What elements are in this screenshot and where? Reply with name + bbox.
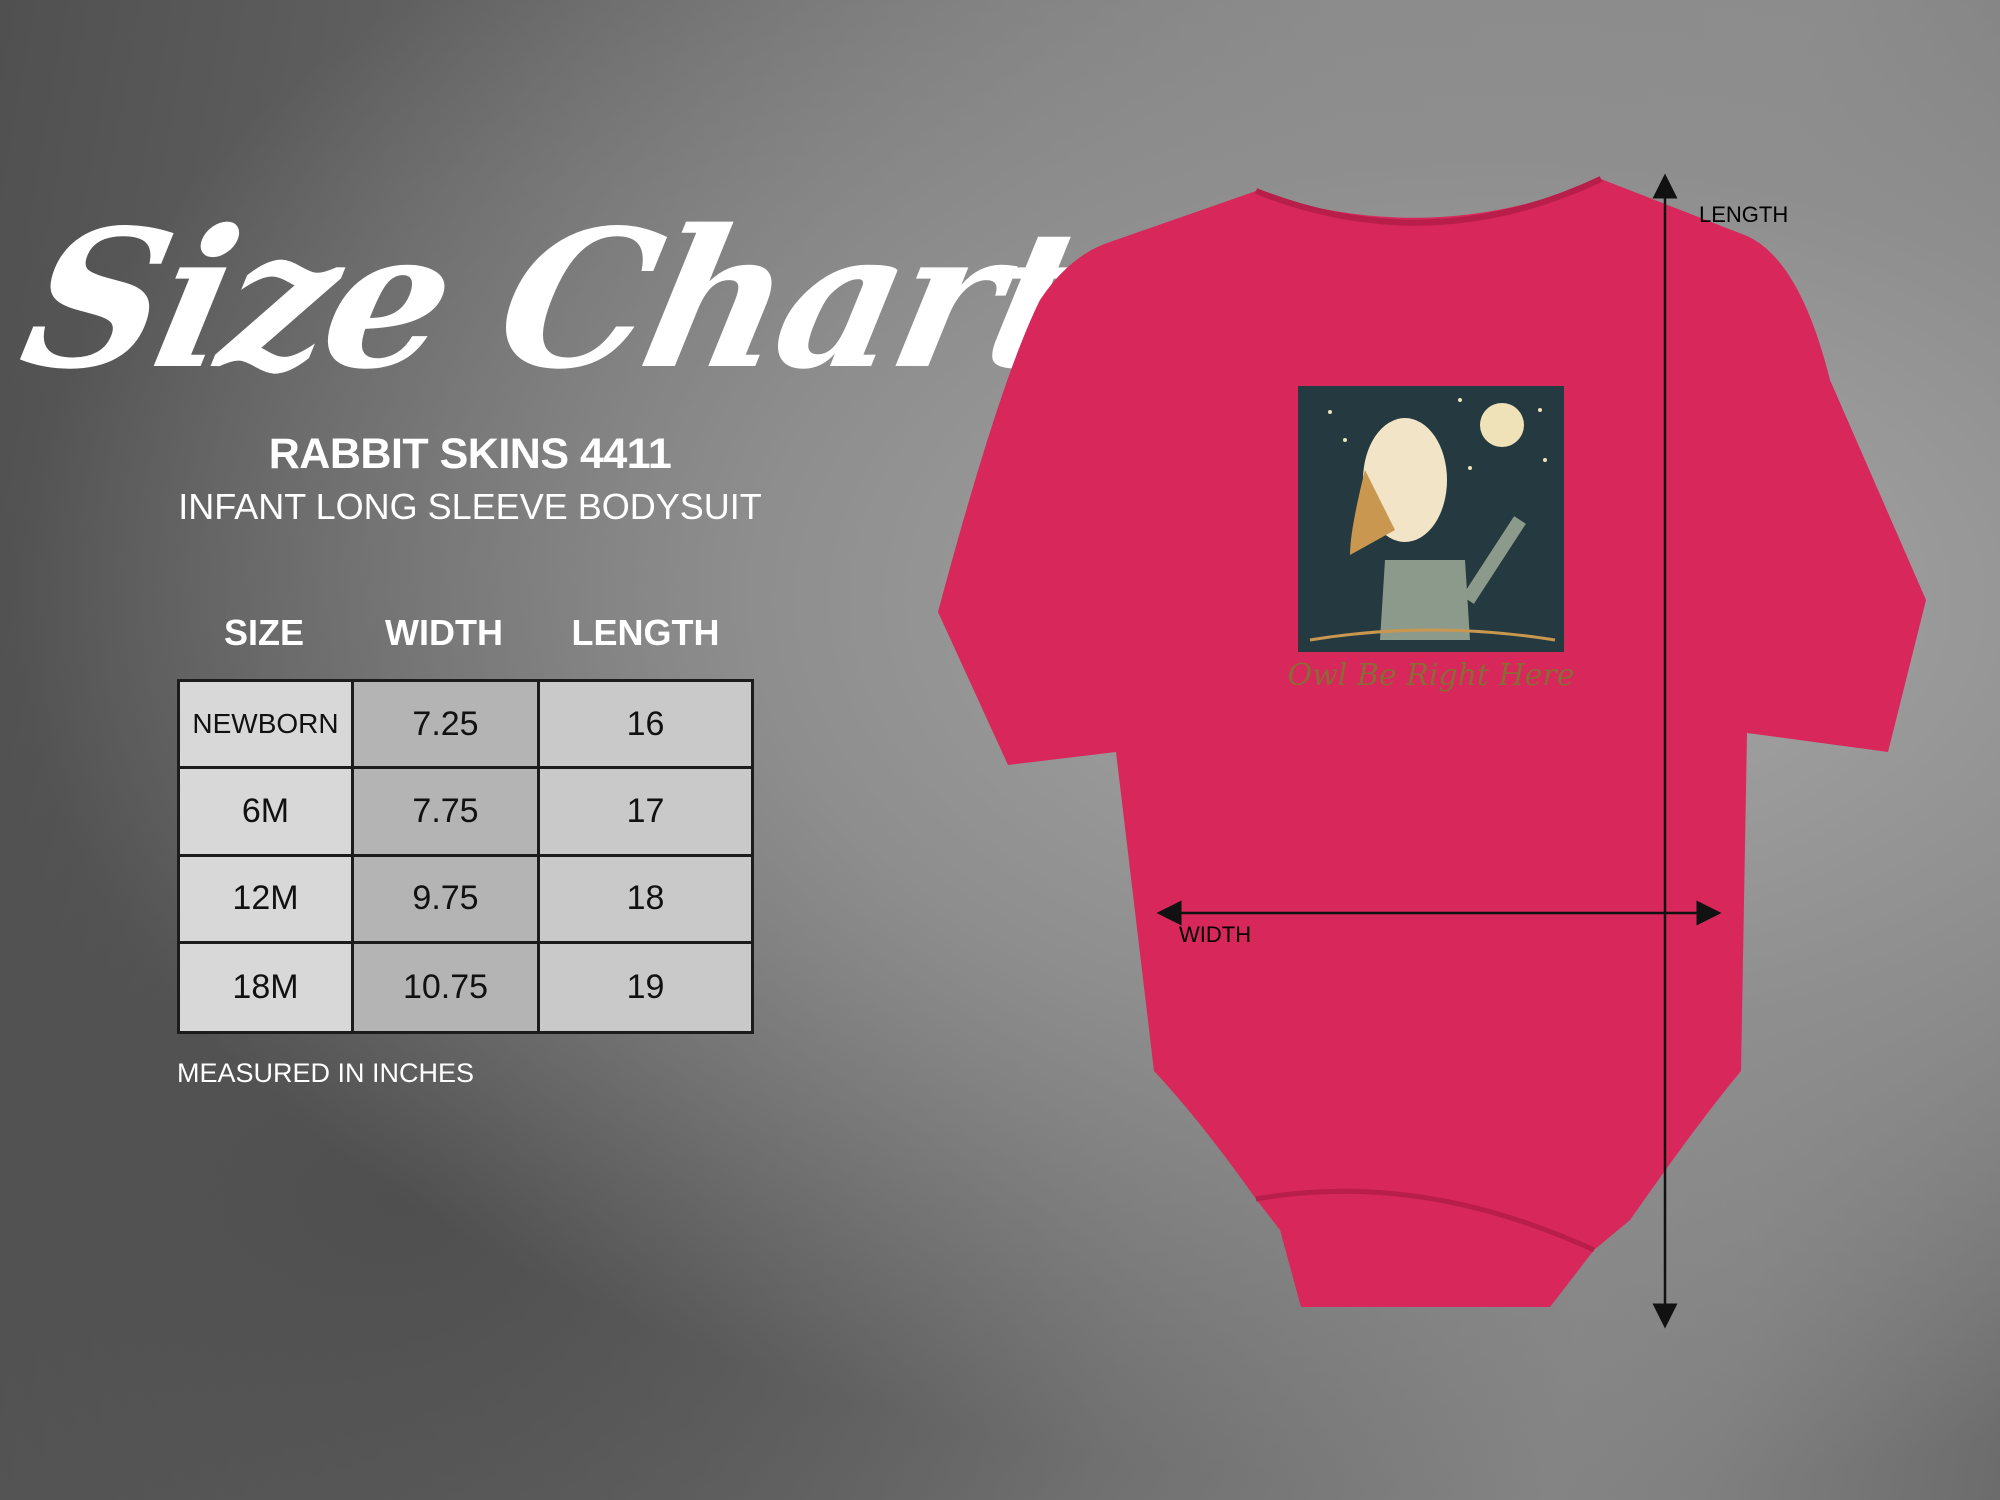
snap-placket: [1255, 1188, 1596, 1253]
product-description: INFANT LONG SLEEVE BODYSUIT: [178, 486, 762, 527]
length-label: LENGTH: [1699, 202, 1788, 227]
table-cell-width: 7.25: [354, 682, 540, 770]
measurement-note: MEASURED IN INCHES: [177, 1058, 475, 1088]
neckline: [1254, 176, 1603, 226]
product-model: RABBIT SKINS 4411: [268, 430, 672, 478]
owl-artwork: [1298, 386, 1564, 652]
header-width: WIDTH: [385, 612, 503, 653]
header-size: SIZE: [223, 612, 304, 653]
table-cell-size: 18M: [180, 943, 354, 1031]
header-length: LENGTH: [571, 612, 720, 653]
table-cell-length: 19: [540, 943, 751, 1031]
table-cell-length: 17: [540, 769, 751, 857]
table-cell-width: 7.75: [354, 769, 540, 857]
table-cell-length: 16: [540, 682, 751, 770]
bodysuit-shape: [938, 179, 1926, 1307]
table-cell-size: 6M: [180, 769, 354, 857]
table-cell-length: 18: [540, 856, 751, 944]
table-cell-width: 9.75: [354, 856, 540, 944]
width-label: WIDTH: [1179, 922, 1251, 947]
table-cell-size: 12M: [180, 856, 354, 944]
size-table: NEWBORN 7.25 16 6M 7.75 17 12M 9.75 18 1…: [177, 679, 754, 1034]
print-text: Owl Be Right Here: [1287, 658, 1574, 693]
table-cell-size: NEWBORN: [180, 682, 354, 770]
table-cell-width: 10.75: [354, 943, 540, 1031]
